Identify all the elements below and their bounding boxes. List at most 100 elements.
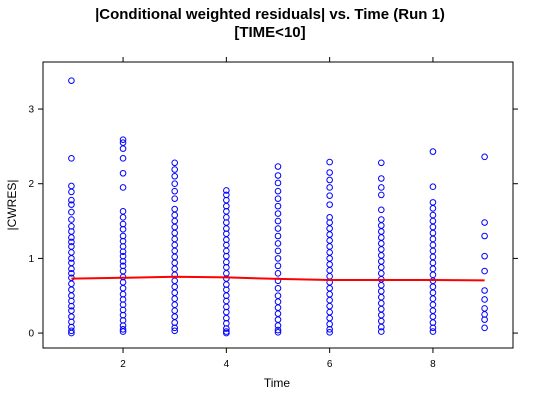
data-point — [429, 223, 437, 231]
data-point — [68, 329, 75, 337]
data-point — [223, 329, 230, 337]
data-point — [119, 258, 127, 265]
data-point — [377, 252, 385, 259]
data-point — [274, 310, 282, 317]
data-point — [119, 169, 127, 177]
data-point — [171, 327, 179, 335]
data-point — [326, 261, 333, 268]
y-tick-label: 2 — [28, 179, 34, 190]
data-point — [326, 231, 333, 238]
data-point — [119, 326, 127, 333]
x-axis: 2 4 6 8 — [120, 57, 436, 370]
data-point — [171, 241, 179, 249]
data-point — [171, 265, 179, 273]
data-point — [429, 295, 437, 303]
data-point — [377, 184, 385, 191]
data-point — [171, 283, 179, 291]
x-tick-label: 6 — [327, 359, 333, 370]
data-point — [377, 299, 385, 307]
data-point — [68, 188, 75, 196]
data-point — [274, 247, 282, 255]
data-point — [171, 247, 179, 255]
data-point — [274, 270, 282, 277]
data-point — [274, 172, 282, 179]
y-tick-label: 3 — [28, 105, 34, 116]
data-point — [274, 202, 282, 210]
data-point — [326, 225, 333, 232]
data-point — [171, 166, 179, 173]
data-point — [429, 313, 437, 320]
x-tick-label: 2 — [120, 359, 126, 370]
data-point — [68, 234, 75, 241]
data-point — [481, 252, 488, 260]
data-point — [171, 253, 179, 261]
data-point — [326, 329, 333, 336]
data-point — [171, 259, 179, 267]
data-point — [377, 175, 385, 182]
data-point — [274, 298, 282, 306]
data-point — [326, 296, 333, 304]
data-point — [171, 195, 179, 202]
data-point — [429, 324, 437, 332]
data-point — [119, 248, 127, 255]
data-point — [68, 155, 75, 162]
data-point — [171, 211, 179, 219]
data-point — [274, 195, 282, 202]
data-point — [429, 283, 437, 291]
data-point — [377, 264, 385, 271]
data-point — [326, 176, 333, 184]
data-point — [274, 329, 282, 336]
y-axis: 0 1 2 3 — [28, 105, 518, 340]
data-point — [274, 163, 282, 170]
data-point — [377, 240, 385, 247]
data-point — [377, 311, 385, 319]
data-point — [429, 205, 437, 212]
data-point — [429, 235, 437, 243]
data-point — [119, 284, 127, 292]
data-point — [171, 217, 179, 225]
data-point — [429, 307, 437, 314]
plot-panel: 2 4 6 8 0 1 2 3 — [28, 57, 518, 370]
data-point — [377, 159, 385, 167]
data-point — [429, 253, 437, 261]
data-point — [377, 234, 385, 241]
data-point — [429, 259, 437, 267]
data-point — [326, 243, 333, 250]
data-point — [429, 328, 437, 335]
data-point — [481, 232, 488, 240]
data-point — [68, 196, 75, 204]
data-point — [326, 158, 333, 166]
data-point — [68, 216, 75, 223]
data-point — [274, 255, 282, 262]
data-point — [68, 280, 75, 288]
data-point — [429, 247, 437, 255]
data-point — [377, 293, 385, 301]
data-point — [481, 267, 488, 275]
data-point — [429, 265, 437, 273]
data-point — [377, 317, 385, 325]
data-point — [481, 316, 488, 323]
data-point — [481, 287, 488, 294]
data-point — [326, 184, 333, 191]
chart-title-line-1: |Conditional weighted residuals| vs. Tim… — [95, 6, 445, 23]
data-point — [171, 295, 179, 303]
data-point — [171, 229, 179, 237]
data-point — [429, 301, 437, 308]
data-point — [429, 199, 437, 206]
data-point — [326, 308, 333, 316]
data-point — [377, 287, 385, 295]
data-point — [274, 262, 282, 270]
data-point — [429, 183, 437, 191]
data-point — [119, 184, 127, 191]
data-point — [429, 148, 437, 155]
data-point — [326, 284, 333, 292]
y-tick-label: 0 — [28, 329, 34, 340]
data-point — [274, 217, 282, 225]
x-tick-label: 4 — [224, 359, 230, 370]
data-point — [274, 240, 282, 247]
data-point — [171, 223, 179, 231]
data-point — [119, 155, 127, 162]
data-point — [68, 77, 75, 84]
data-point — [274, 187, 282, 195]
data-point — [171, 289, 179, 297]
